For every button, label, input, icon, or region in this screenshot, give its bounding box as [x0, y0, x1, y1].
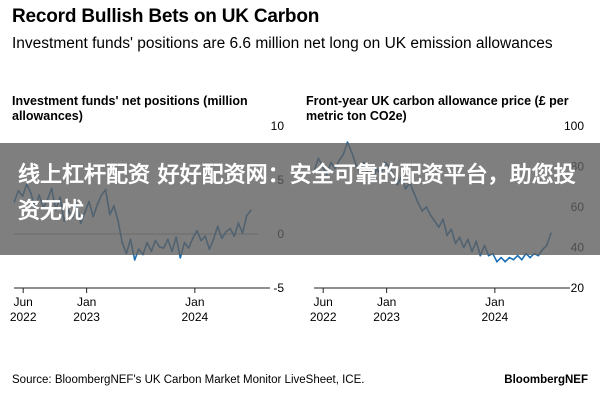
price-data-point [529, 256, 531, 259]
positions-x-tick-label: Jun [14, 295, 33, 309]
price-x-tick-label: 2023 [373, 310, 400, 324]
price-data-point [516, 254, 519, 257]
watermark-banner [0, 143, 600, 255]
price-x-tick-label: Jun [314, 295, 333, 309]
positions-x-tick-label: Jan [77, 295, 96, 309]
source-note: Source: BloombergNEF's UK Carbon Market … [12, 374, 365, 386]
price-x-tick-label: 2024 [481, 310, 508, 324]
price-data-point [520, 258, 523, 261]
price-data-point [479, 254, 482, 257]
price-x-tick-label: Jan [377, 295, 396, 309]
price-data-point [500, 256, 502, 259]
price-y-tick-label: 20 [571, 281, 585, 295]
positions-x-tick-label: 2024 [181, 310, 208, 324]
positions-x-tick-label: 2023 [73, 310, 100, 324]
chart-title: Record Bullish Bets on UK Carbon [12, 6, 320, 27]
right-panel-title: Front-year UK carbon allowance price (£ … [306, 94, 569, 123]
positions-x-tick-label: Jan [185, 295, 204, 309]
positions-y-tick-label: -5 [273, 281, 284, 295]
price-data-point [537, 254, 540, 257]
positions-y-tick-label: 10 [271, 119, 285, 133]
price-data-point [508, 256, 511, 259]
price-data-point [512, 258, 515, 261]
price-data-point [346, 141, 349, 144]
price-data-point [504, 260, 507, 263]
price-x-tick-label: 2022 [310, 310, 337, 324]
positions-x-tick-label: 2022 [10, 310, 37, 324]
price-x-tick-label: Jan [485, 295, 504, 309]
positions-data-point [133, 259, 136, 261]
price-data-point [487, 254, 490, 257]
brand-logo-text: BloombergNEF [504, 374, 588, 386]
chart-subtitle: Investment funds' positions are 6.6 mill… [12, 35, 553, 52]
price-y-tick-label: 100 [564, 119, 584, 133]
price-data-point [496, 260, 498, 263]
positions-data-point [179, 256, 182, 259]
watermark-text: 线上杠杆配资 好好配资网：安全可靠的配资平台，助您投资无忧 [18, 163, 576, 224]
left-panel-title: Investment funds' net positions (million… [12, 94, 248, 123]
